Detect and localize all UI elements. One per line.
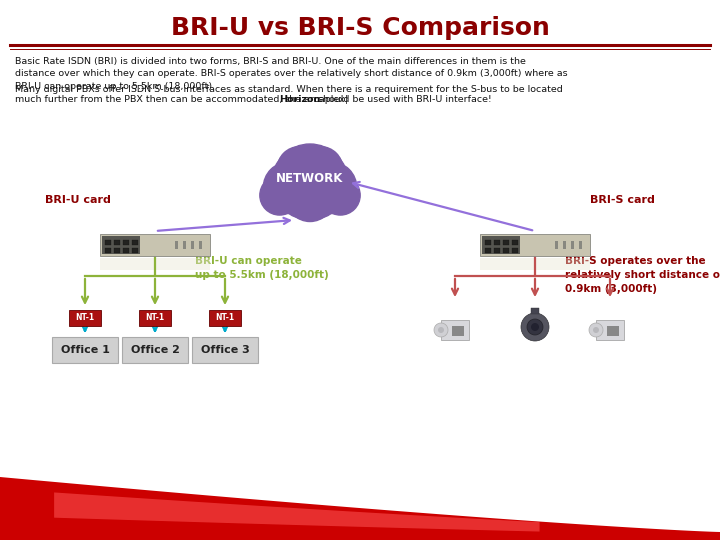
Bar [102,236,140,254]
Text: BRI-U vs BRI-S Comparison: BRI-U vs BRI-S Comparison [171,16,549,40]
Bar [191,241,194,249]
Text: NETWORK: NETWORK [276,172,343,185]
Text: Horizon: Horizon [279,95,320,104]
Bar [132,248,138,253]
Text: Office 2: Office 2 [130,345,179,355]
Text: Office 1: Office 1 [60,345,109,355]
Bar [441,320,469,340]
Polygon shape [668,514,684,526]
Bar [512,240,518,245]
Bar [596,320,624,340]
Bar [480,258,590,270]
Circle shape [260,176,300,215]
Polygon shape [54,492,539,531]
Bar [482,236,520,254]
Text: BRI-S card: BRI-S card [590,195,655,205]
Bar [100,234,210,256]
Text: BRI-S operates over the
relatively short distance of
0.9km (3,000ft): BRI-S operates over the relatively short… [565,256,720,294]
Bar [480,234,590,256]
Bar [105,248,111,253]
Bar [175,241,178,249]
Circle shape [521,313,549,341]
Circle shape [589,323,603,337]
Bar [199,241,202,249]
Bar [52,337,118,363]
Bar [571,241,574,249]
Bar [192,337,258,363]
Circle shape [277,147,321,191]
Bar [100,258,210,270]
Bar [132,240,138,245]
Circle shape [434,323,448,337]
Bar [123,248,129,253]
Circle shape [593,327,599,333]
Bar [607,326,619,336]
Bar [503,248,509,253]
Bar [531,308,539,314]
Bar [69,310,101,326]
Text: should be used with BRI-U interface!: should be used with BRI-U interface! [315,95,492,104]
Bar [452,326,464,336]
Circle shape [531,323,539,331]
Bar [485,248,491,253]
Bar [579,241,582,249]
Polygon shape [0,477,720,540]
Circle shape [264,162,315,213]
Circle shape [287,174,333,221]
Circle shape [305,162,356,213]
Bar [494,248,500,253]
Circle shape [527,319,543,335]
Text: Basic Rate ISDN (BRI) is divided into two forms, BRI-S and BRI-U. One of the mai: Basic Rate ISDN (BRI) is divided into tw… [15,57,567,91]
Bar [563,241,566,249]
Text: Many digital PBXs offer ISDN S-bus interfaces as standard. When there is a requi: Many digital PBXs offer ISDN S-bus inter… [15,85,563,94]
Text: much further from the PBX then can be accommodated, the arcaplex|: much further from the PBX then can be ac… [15,95,348,104]
Bar [183,241,186,249]
Circle shape [299,147,343,191]
Bar [209,310,241,326]
Circle shape [320,176,360,215]
Bar [139,310,171,326]
Circle shape [438,327,444,333]
Bar [503,240,509,245]
Bar [494,240,500,245]
Bar [105,240,111,245]
Text: NT-1: NT-1 [145,314,165,322]
Circle shape [272,144,348,220]
Text: BRI-U card: BRI-U card [45,195,111,205]
Bar [123,240,129,245]
Bar [555,241,558,249]
Bar [512,248,518,253]
Bar [114,240,120,245]
Bar [122,337,188,363]
Text: BRI-U can operate
up to 5.5km (18,000ft): BRI-U can operate up to 5.5km (18,000ft) [195,256,329,280]
Text: NT-1: NT-1 [215,314,235,322]
Bar [485,240,491,245]
Text: NT-1: NT-1 [76,314,94,322]
Text: Office 3: Office 3 [201,345,249,355]
Bar [114,248,120,253]
Text: arcatech: arcatech [687,516,720,524]
